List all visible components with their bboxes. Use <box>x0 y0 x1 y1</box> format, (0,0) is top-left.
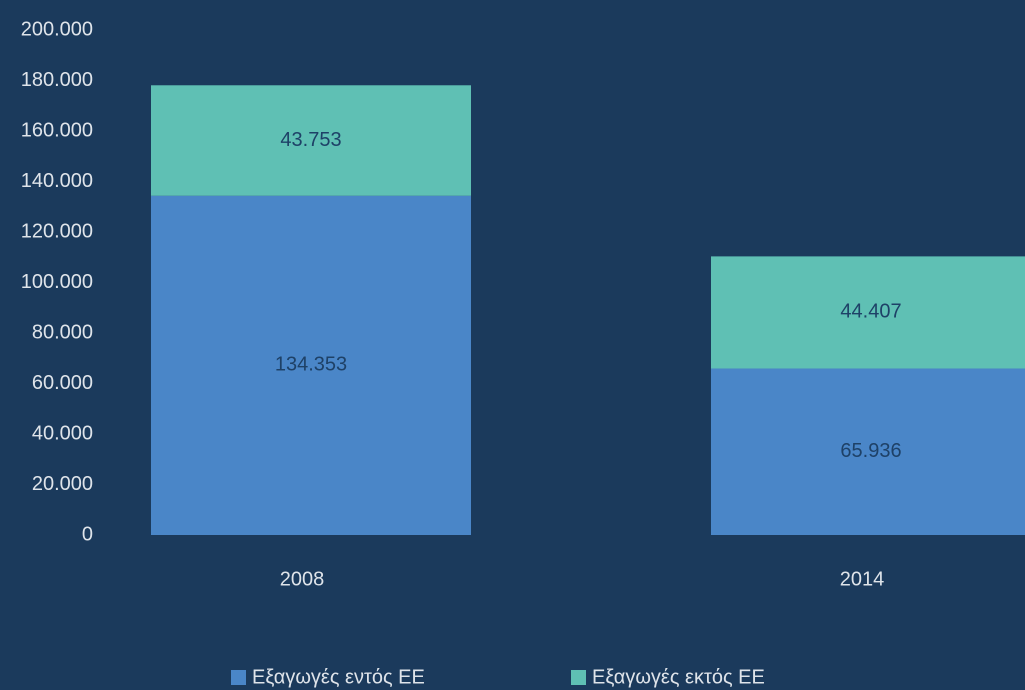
y-tick-label: 60.000 <box>32 372 93 394</box>
x-tick-label: 2008 <box>280 568 325 590</box>
legend-label: Εξαγωγές εντός ΕΕ <box>252 666 425 688</box>
value-label: 65.936 <box>840 440 901 462</box>
y-tick-label: 80.000 <box>32 321 93 343</box>
value-label: 43.753 <box>280 129 341 151</box>
x-tick-label: 2014 <box>840 568 885 590</box>
y-tick-label: 200.000 <box>21 18 93 40</box>
value-label: 134.353 <box>275 354 347 376</box>
bar-segment <box>711 368 1025 535</box>
legend-swatch <box>231 670 246 685</box>
y-tick-label: 20.000 <box>32 473 93 495</box>
value-label: 44.407 <box>840 301 901 323</box>
y-tick-label: 120.000 <box>21 220 93 242</box>
bar-segment <box>711 256 1025 369</box>
y-tick-label: 160.000 <box>21 119 93 141</box>
y-tick-label: 140.000 <box>21 170 93 192</box>
legend-swatch <box>571 670 586 685</box>
bar-segment <box>151 85 471 196</box>
y-tick-label: 180.000 <box>21 69 93 91</box>
bar-segment <box>151 195 471 536</box>
legend-label: Εξαγωγές εκτός ΕΕ <box>592 666 765 688</box>
y-tick-label: 0 <box>82 523 93 545</box>
y-tick-label: 100.000 <box>21 271 93 293</box>
y-tick-label: 40.000 <box>32 422 93 444</box>
